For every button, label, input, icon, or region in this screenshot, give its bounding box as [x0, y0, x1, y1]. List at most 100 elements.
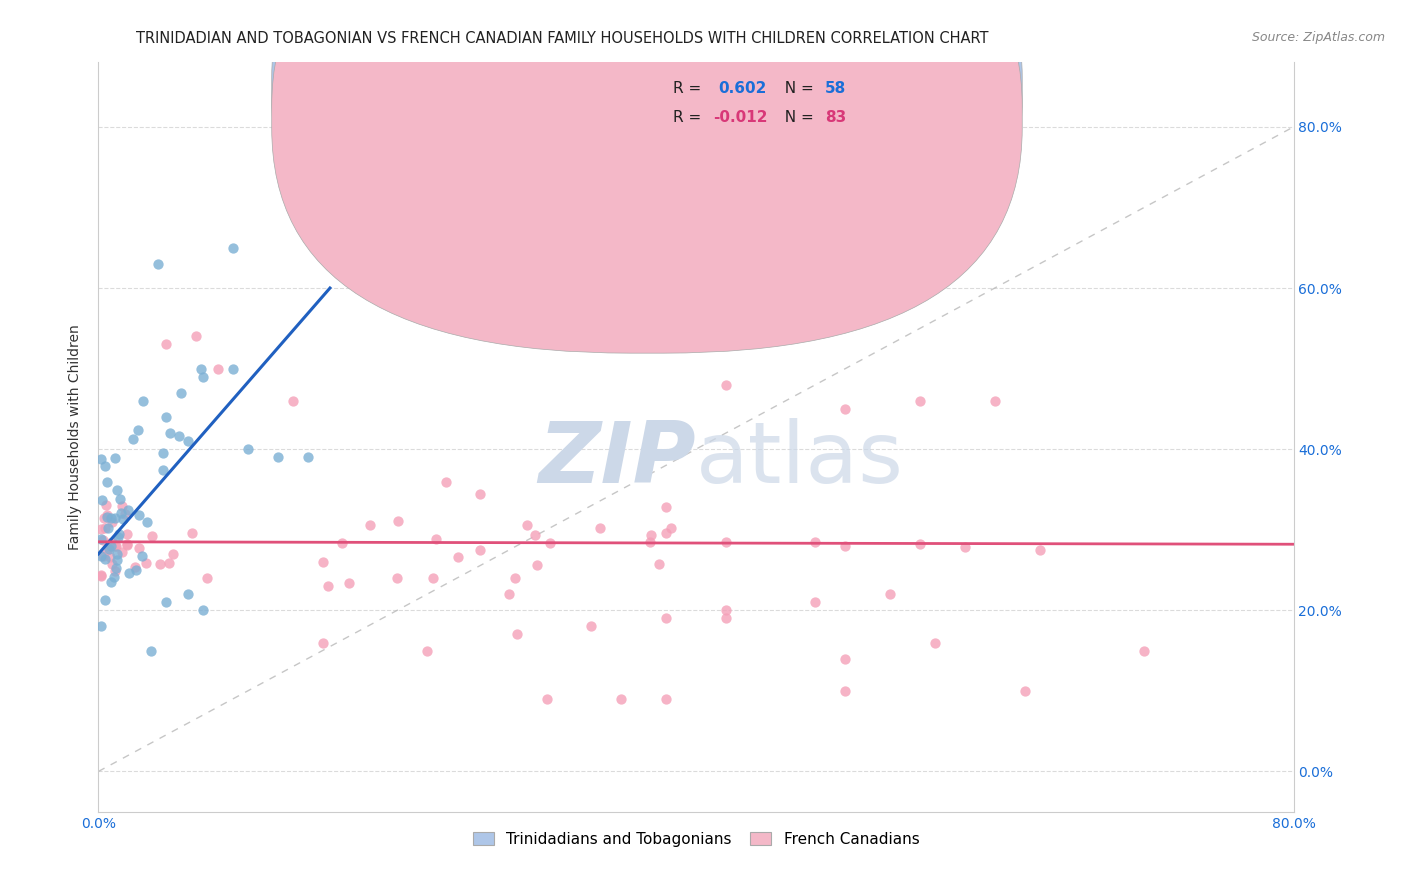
- Point: [94, 498, 117, 512]
- Point: [110, 506, 132, 520]
- Point: [524, 528, 547, 542]
- Point: [139, 643, 162, 657]
- Point: [100, 510, 122, 524]
- Point: [105, 547, 128, 561]
- Point: [316, 579, 339, 593]
- Point: [834, 684, 856, 698]
- Point: [177, 434, 200, 449]
- FancyBboxPatch shape: [606, 66, 911, 145]
- Point: [155, 409, 177, 424]
- Text: 58: 58: [825, 81, 846, 96]
- Point: [190, 361, 212, 376]
- Point: [312, 555, 335, 569]
- Point: [536, 692, 558, 706]
- Point: [90, 549, 112, 564]
- Point: [100, 549, 122, 564]
- Point: [222, 241, 245, 255]
- Point: [422, 571, 444, 585]
- Point: [155, 337, 177, 351]
- Point: [1028, 542, 1050, 557]
- Point: [330, 536, 353, 550]
- Point: [141, 529, 163, 543]
- Point: [191, 603, 214, 617]
- Text: 0.602: 0.602: [718, 81, 768, 96]
- Point: [908, 537, 931, 551]
- Point: [468, 487, 491, 501]
- Legend: Trinidadians and Tobagonians, French Canadians: Trinidadians and Tobagonians, French Can…: [467, 825, 925, 853]
- Point: [640, 528, 662, 542]
- Point: [647, 557, 669, 571]
- Point: [90, 568, 112, 582]
- Point: [236, 442, 259, 457]
- Point: [152, 463, 174, 477]
- Point: [447, 550, 470, 565]
- Point: [96, 508, 118, 522]
- Point: [96, 475, 118, 489]
- Point: [94, 459, 117, 474]
- Point: [337, 576, 360, 591]
- FancyBboxPatch shape: [271, 0, 1022, 353]
- Point: [100, 515, 122, 529]
- Point: [93, 552, 115, 566]
- Point: [267, 450, 290, 465]
- Point: [94, 521, 117, 535]
- Point: [159, 426, 181, 441]
- Point: [131, 549, 153, 563]
- Point: [1014, 684, 1036, 698]
- Point: [416, 643, 439, 657]
- Point: [804, 534, 827, 549]
- Point: [148, 257, 170, 271]
- Point: [468, 543, 491, 558]
- Point: [149, 557, 172, 571]
- Point: [128, 541, 150, 555]
- Point: [90, 522, 112, 536]
- Point: [108, 492, 131, 507]
- Point: [115, 537, 138, 551]
- Point: [98, 541, 121, 555]
- Point: [714, 611, 737, 625]
- Point: [122, 432, 145, 446]
- Text: TRINIDADIAN AND TOBAGONIAN VS FRENCH CANADIAN FAMILY HOUSEHOLDS WITH CHILDREN CO: TRINIDADIAN AND TOBAGONIAN VS FRENCH CAN…: [136, 31, 988, 46]
- Point: [195, 571, 218, 585]
- Point: [132, 393, 155, 408]
- Point: [118, 566, 141, 581]
- Point: [655, 692, 678, 706]
- Text: ZIP: ZIP: [538, 418, 696, 501]
- Text: N =: N =: [775, 110, 818, 125]
- Point: [100, 539, 122, 553]
- Point: [111, 544, 134, 558]
- Point: [184, 329, 207, 343]
- Point: [93, 511, 115, 525]
- Point: [222, 361, 245, 376]
- Point: [96, 543, 118, 558]
- Point: [659, 521, 682, 535]
- Point: [655, 611, 678, 625]
- Point: [135, 556, 157, 570]
- Point: [97, 521, 120, 535]
- Text: atlas: atlas: [696, 418, 904, 501]
- Point: [101, 557, 124, 571]
- Point: [104, 540, 127, 554]
- Point: [191, 369, 214, 384]
- Point: [177, 587, 200, 601]
- Point: [434, 475, 457, 489]
- Point: [162, 547, 184, 561]
- Point: [169, 385, 191, 400]
- FancyBboxPatch shape: [271, 0, 1022, 325]
- Point: [655, 526, 678, 541]
- Point: [114, 507, 136, 521]
- Point: [100, 574, 122, 589]
- Point: [125, 563, 148, 577]
- Text: 83: 83: [825, 110, 846, 125]
- Text: -0.012: -0.012: [713, 110, 768, 125]
- Point: [610, 692, 633, 706]
- Point: [387, 571, 409, 585]
- Point: [714, 603, 737, 617]
- Point: [104, 565, 127, 579]
- Point: [538, 535, 561, 549]
- Point: [104, 511, 127, 525]
- Point: [91, 492, 114, 507]
- Point: [714, 377, 737, 392]
- Point: [297, 450, 319, 465]
- Point: [128, 508, 150, 522]
